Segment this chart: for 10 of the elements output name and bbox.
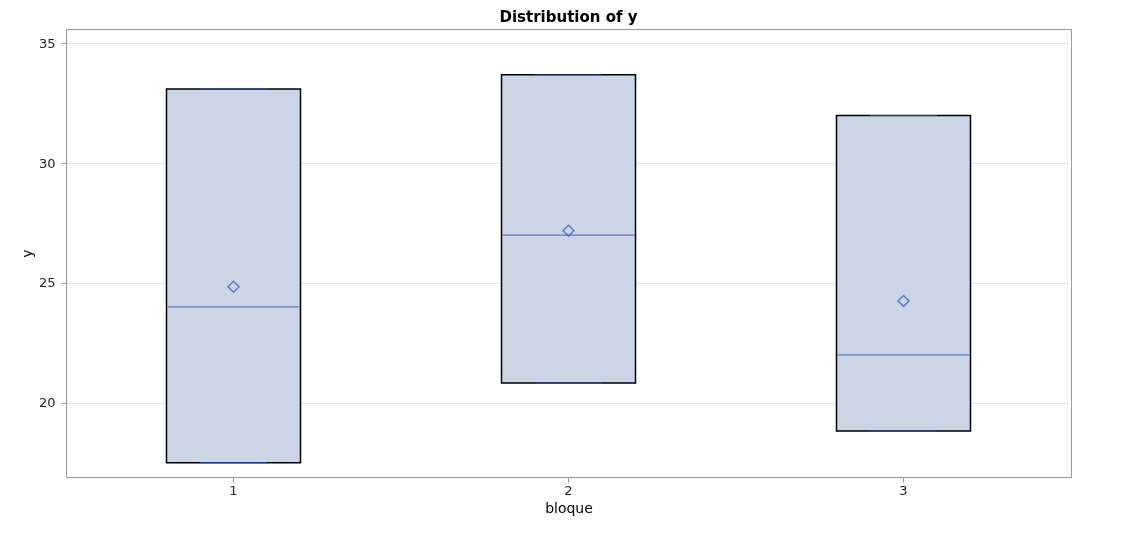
y-axis-title: y <box>18 249 35 258</box>
y-tick-label: 30 <box>38 155 56 171</box>
y-tick-label: 25 <box>38 275 56 291</box>
chart-title: Distribution of y <box>499 8 638 26</box>
x-tick-label: 1 <box>229 482 238 498</box>
y-tick-label: 20 <box>38 395 56 411</box>
x-tick-label: 2 <box>564 482 573 498</box>
y-tick-label: 35 <box>38 35 56 51</box>
x-tick-label: 3 <box>899 482 908 498</box>
x-axis-title: bloque <box>545 499 593 516</box>
